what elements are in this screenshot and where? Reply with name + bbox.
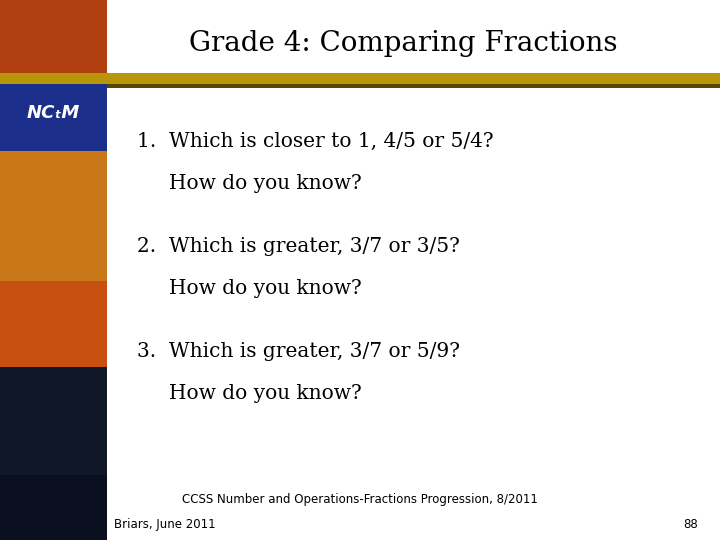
Text: How do you know?: How do you know? [137, 279, 361, 298]
Text: How do you know?: How do you know? [137, 174, 361, 193]
Text: How do you know?: How do you know? [137, 384, 361, 403]
Text: 2.  Which is greater, 3/7 or 3/5?: 2. Which is greater, 3/7 or 3/5? [137, 237, 459, 256]
Text: Briars, June 2011: Briars, June 2011 [114, 518, 215, 531]
Bar [0, 76, 107, 151]
Text: 1.  Which is closer to 1, 4/5 or 5/4?: 1. Which is closer to 1, 4/5 or 5/4? [137, 132, 493, 151]
Bar [0, 151, 107, 281]
Bar [107, 84, 720, 88]
Bar [107, 73, 720, 84]
Text: NCₜM: NCₜM [27, 104, 80, 123]
Bar [0, 0, 107, 76]
Bar [0, 281, 107, 367]
Text: CCSS Number and Operations-Fractions Progression, 8/2011: CCSS Number and Operations-Fractions Pro… [182, 493, 538, 506]
Text: Grade 4: Comparing Fractions: Grade 4: Comparing Fractions [189, 30, 618, 57]
Bar [0, 367, 107, 475]
Bar [0, 73, 107, 84]
Text: 3.  Which is greater, 3/7 or 5/9?: 3. Which is greater, 3/7 or 5/9? [137, 342, 460, 361]
Text: 88: 88 [684, 518, 698, 531]
Bar [0, 475, 107, 540]
